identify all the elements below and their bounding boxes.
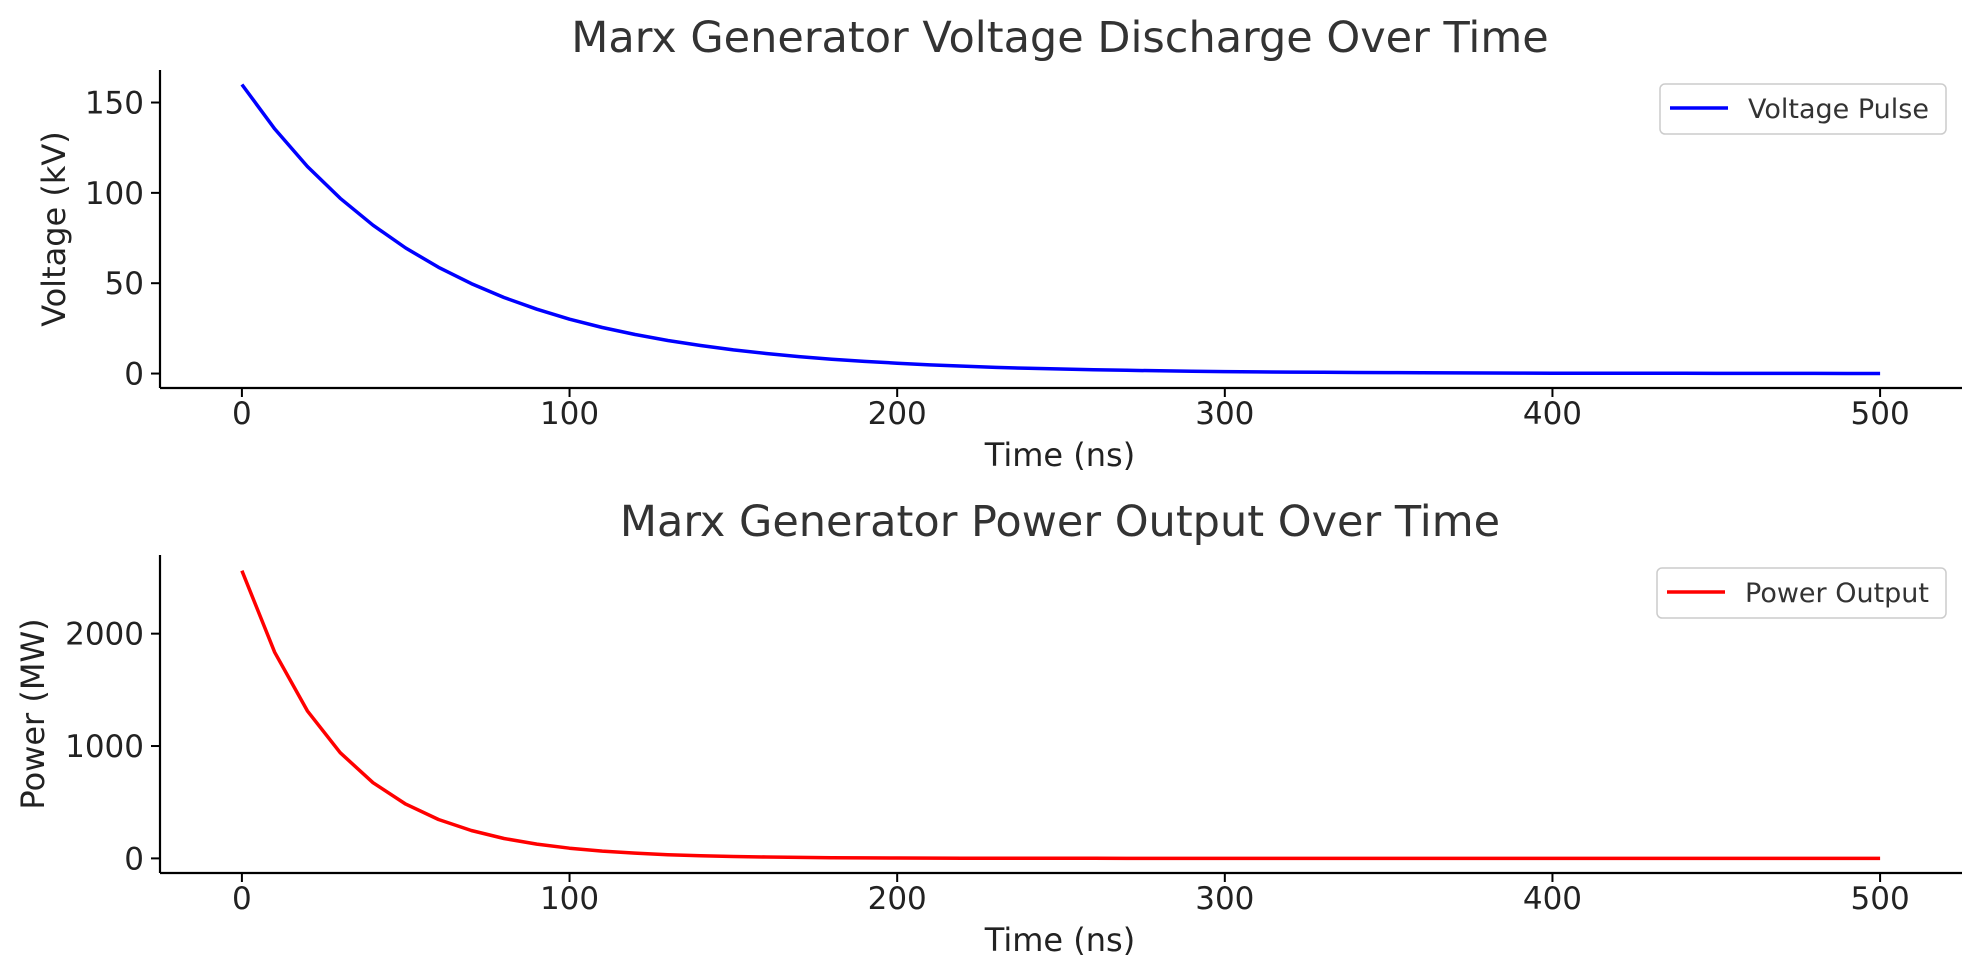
y-axis-label: Power (MW) [14, 618, 52, 809]
legend-label-voltage-pulse: Voltage Pulse [1748, 94, 1929, 125]
y-tick-label: 150 [85, 86, 144, 122]
legend-box [1656, 567, 1947, 619]
x-tick-label: 300 [1195, 396, 1254, 432]
series-group [240, 83, 1881, 376]
x-tick-label: 100 [540, 881, 599, 917]
x-tick-label: 400 [1523, 396, 1582, 432]
legend-box [1659, 83, 1947, 135]
x-tick-label: 200 [868, 396, 927, 432]
y-ticks: 0 50 100 150 [85, 86, 160, 393]
series-group [240, 570, 1881, 861]
x-ticks: 0 100 200 300 400 500 [232, 873, 1910, 917]
chart-title: Marx Generator Power Output Over Time [620, 497, 1500, 547]
y-tick-label: 1000 [65, 729, 144, 765]
x-tick-label: 0 [232, 881, 252, 917]
series-line-power-output [240, 570, 1881, 861]
y-ticks: 0 1000 2000 [65, 617, 160, 877]
x-tick-label: 500 [1851, 881, 1910, 917]
power-chart: Marx Generator Power Output Over Time 0 1… [14, 497, 1962, 959]
x-ticks: 0 100 200 300 400 500 [232, 388, 1910, 432]
legend-label-power-output: Power Output [1745, 578, 1929, 609]
y-axis-label: Voltage (kV) [35, 131, 73, 327]
x-tick-label: 400 [1523, 881, 1582, 917]
y-tick-label: 0 [124, 357, 144, 393]
x-axis-label: Time (ns) [984, 436, 1135, 474]
x-tick-label: 500 [1851, 396, 1910, 432]
legend: Voltage Pulse [1659, 83, 1947, 135]
x-tick-label: 200 [868, 881, 927, 917]
y-tick-label: 50 [105, 266, 144, 302]
x-tick-label: 300 [1195, 881, 1254, 917]
y-tick-label: 100 [85, 176, 144, 212]
legend: Power Output [1656, 567, 1947, 619]
x-tick-label: 0 [232, 396, 252, 432]
chart-title: Marx Generator Voltage Discharge Over Ti… [571, 13, 1548, 63]
series-line-voltage-pulse [240, 83, 1881, 376]
y-tick-label: 2000 [65, 617, 144, 653]
voltage-chart: Marx Generator Voltage Discharge Over Ti… [35, 13, 1962, 474]
x-tick-label: 100 [540, 396, 599, 432]
x-axis-label: Time (ns) [984, 921, 1135, 959]
y-tick-label: 0 [124, 841, 144, 877]
